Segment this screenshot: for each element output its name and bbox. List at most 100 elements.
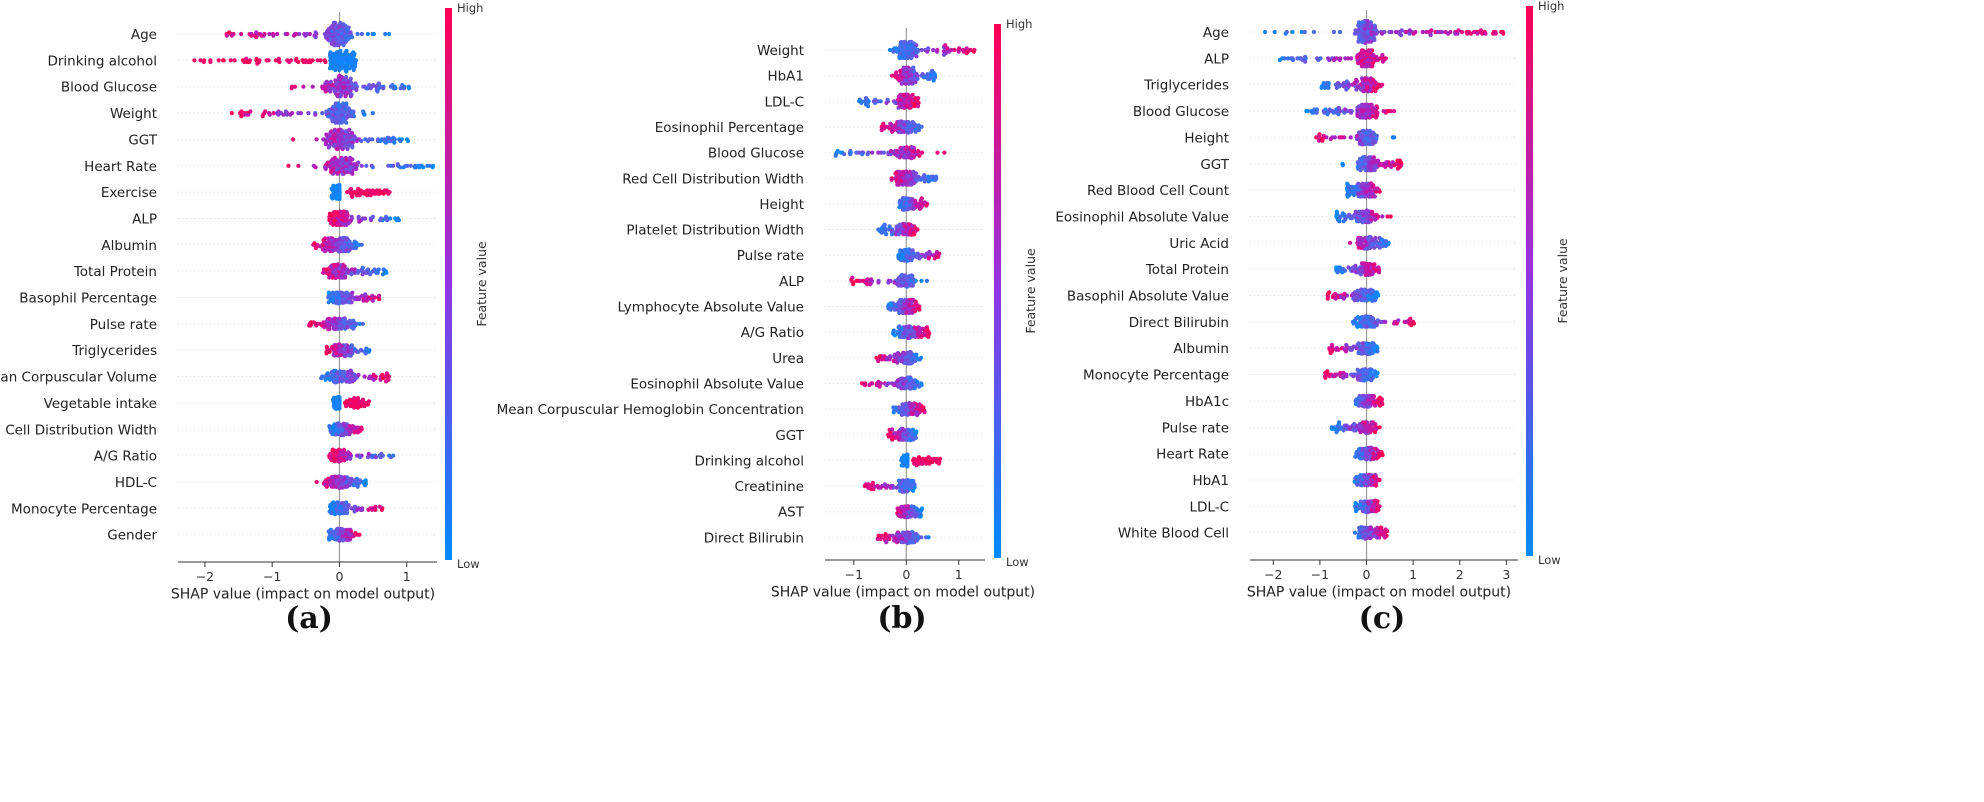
shap-point [275,31,280,37]
shap-point [337,316,342,321]
shap-point [895,153,900,158]
shap-point [371,372,376,377]
shap-point [326,316,331,321]
shap-point [343,532,348,537]
shap-point [381,86,386,91]
shap-point [887,47,893,53]
shap-point [901,434,906,439]
shap-point [926,535,931,540]
shap-point [362,112,367,117]
feature-label: ALP [132,211,157,227]
shap-point [286,163,291,168]
shap-point [368,218,374,223]
shap-point [334,351,339,356]
shap-point [909,223,914,229]
shap-point [916,174,921,179]
shap-point [906,335,911,341]
shap-point [345,325,350,330]
shap-point [903,328,908,333]
colorbar-low-label: Low [457,557,480,571]
shap-point [333,275,338,281]
shap-point [291,137,296,142]
shap-point [323,377,328,382]
shap-point [348,30,353,35]
shap-point [249,33,254,38]
shap-point [891,128,896,133]
shap-point [371,377,376,382]
shap-point [905,514,911,519]
shap-point [348,94,353,99]
shap-point [332,128,337,133]
shap-point [348,430,353,435]
feature-label: Heart Rate [84,159,157,175]
shap-point [330,196,335,201]
shap-point [919,278,924,283]
shap-point [347,247,352,252]
shap-point [344,101,349,106]
shap-point [884,383,889,388]
feature-label: Albumin [101,238,157,254]
shap-point [266,58,271,63]
shap-point [891,49,896,54]
shap-point [888,152,893,157]
shap-point [349,114,354,119]
shap-point [922,410,927,415]
shap-point [337,236,342,241]
shap-point [327,424,332,429]
feature-label: Blood Glucose [708,146,804,162]
shap-point [912,232,917,237]
shap-point [298,111,303,116]
shap-point [382,138,387,144]
shap-point [351,483,356,488]
shap-point [370,111,375,116]
shap-point [899,273,905,278]
shap-point [892,383,897,388]
shap-point [892,538,897,543]
shap-point [339,271,345,277]
shap-point [344,161,349,166]
shap-point [254,58,259,63]
colorbar-high-label: High [457,1,483,15]
shap-point [936,461,942,466]
shap-point [338,348,343,353]
shap-point [346,25,351,30]
shap-point [401,165,406,170]
shap-point [344,510,350,516]
feature-points-3 [879,119,924,135]
feature-label: Blood Glucose [61,80,157,96]
shap-point [352,430,357,435]
shap-point [903,324,908,330]
feature-label: Mean Corpuscular Hemoglobin Concentratio… [497,402,804,418]
feature-points-9 [321,262,389,281]
shap-point [344,500,349,505]
shap-point [916,148,921,154]
shap-point [910,507,915,512]
feature-points-15 [886,426,919,443]
shap-point [313,30,318,35]
shap-point [906,129,911,134]
shap-point [336,86,341,91]
feature-label: Mean Corpuscular Volume [0,370,157,386]
shap-point [905,408,910,413]
feature-points-9 [849,272,930,289]
shap-point [912,456,917,461]
x-tick-label: 1 [403,569,411,584]
shap-point [327,349,332,354]
shap-point [895,506,900,511]
shap-point [342,423,347,428]
shap-point [913,96,918,101]
shap-point [355,405,360,410]
shap-point [902,120,907,125]
shap-point [342,506,347,511]
shap-point [876,280,881,285]
feature-label: AST [778,505,805,521]
feature-points-0 [1263,19,1506,46]
shap-point [908,73,914,78]
shap-point [331,452,336,457]
shap-point [927,249,932,255]
shap-point [392,140,397,145]
shap-point [885,97,890,102]
shap-point [336,102,341,107]
shap-point [327,275,332,280]
shap-point [835,148,840,154]
